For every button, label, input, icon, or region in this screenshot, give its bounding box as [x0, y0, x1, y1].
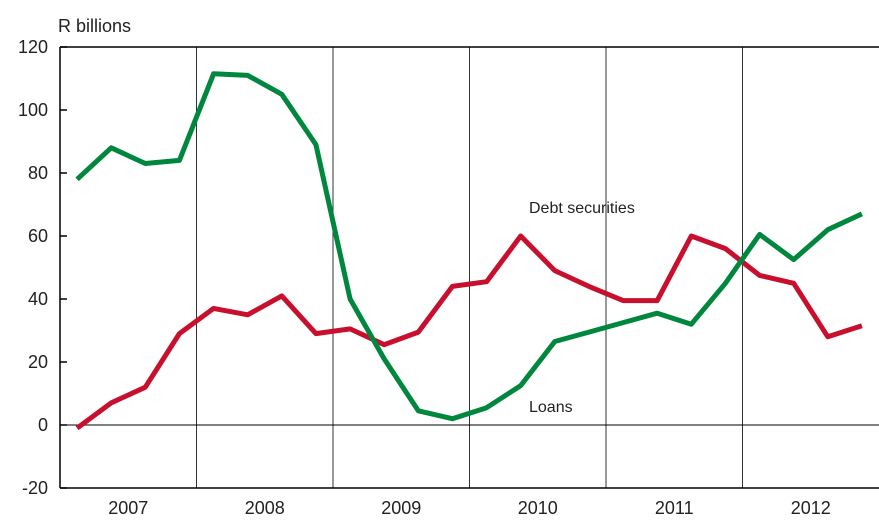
series-line-loans [75, 71, 863, 422]
year-divider-layer [196, 47, 743, 488]
y-tick-label: -20 [22, 478, 48, 498]
y-tick-label: 40 [28, 289, 48, 309]
x-year-label: 2011 [655, 498, 694, 518]
axis-layer [59, 46, 879, 489]
series-line-debt-securities [75, 233, 863, 431]
x-year-label: 2010 [518, 498, 558, 518]
label-layer: -20 0 20 40 60 80 100 120 2007 2008 2009 2010 2011 20… [18, 37, 831, 518]
y-tick-label: 80 [28, 163, 48, 183]
y-tick-label: 100 [18, 100, 48, 120]
y-tick-label: 0 [38, 415, 48, 435]
x-year-label: 2009 [381, 498, 421, 518]
y-tick-label: 120 [18, 37, 48, 57]
x-year-label: 2008 [245, 498, 285, 518]
y-tick-label: 60 [28, 226, 48, 246]
y-axis-title: R billions [58, 16, 131, 36]
y-tick-label: 20 [28, 352, 48, 372]
x-year-label: 2012 [791, 498, 831, 518]
annotation-loans: Loans [529, 399, 573, 416]
annotation-debt-securities: Debt securities [529, 200, 635, 217]
series-layer [75, 71, 863, 431]
x-year-label: 2007 [108, 498, 148, 518]
